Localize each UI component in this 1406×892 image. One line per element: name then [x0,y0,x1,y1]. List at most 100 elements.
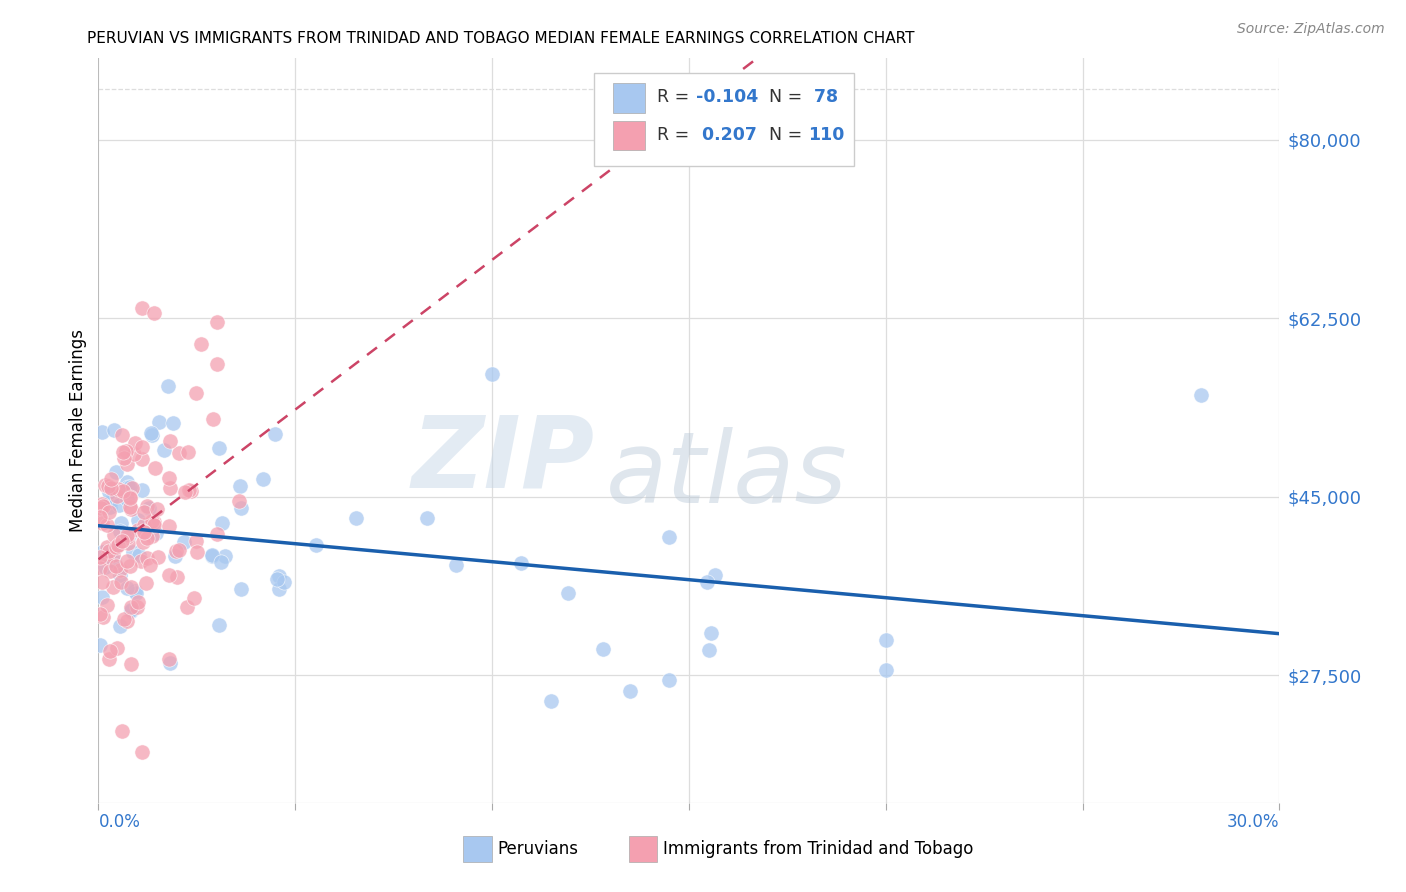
Point [132,505,155,519]
Point [135,531,157,545]
Point [120,604,142,618]
Point [91,497,114,511]
Point [103,553,125,567]
Point [148,416,170,430]
Point [252,472,274,486]
Point [98,485,121,500]
Point [131,440,153,454]
Text: N =: N = [769,126,808,144]
Point [124,584,146,599]
Point [209,555,232,569]
Point [112,450,135,465]
Point [112,612,135,626]
Text: 110: 110 [808,126,845,144]
Point [115,528,138,542]
FancyBboxPatch shape [595,73,855,166]
Point [509,556,531,570]
Point [105,465,128,479]
Point [108,567,131,582]
Point [139,558,162,573]
Point [157,471,180,485]
Point [122,447,145,461]
Point [103,548,125,562]
Point [127,523,149,537]
Point [104,559,127,574]
Point [115,475,138,490]
FancyBboxPatch shape [613,120,645,151]
Point [344,511,367,525]
Point [205,527,228,541]
Point [103,542,125,557]
Point [131,483,153,497]
Point [132,525,155,540]
Point [118,558,141,573]
Text: Peruvians: Peruvians [498,840,579,858]
Point [700,625,723,640]
Point [141,529,163,543]
Point [115,554,138,568]
Point [1189,387,1212,401]
Point [94,560,117,574]
Point [100,481,122,495]
Point [97,544,120,558]
Point [190,336,212,351]
Point [875,632,897,647]
Point [208,617,231,632]
Point [211,516,233,531]
Point [592,641,614,656]
Point [93,610,115,624]
Point [103,423,125,437]
Point [131,535,153,549]
Point [115,614,138,628]
Text: 78: 78 [808,88,838,106]
Point [141,428,163,442]
Point [121,502,143,516]
Point [228,494,250,508]
Point [658,673,681,688]
Point [157,651,180,665]
Text: PERUVIAN VS IMMIGRANTS FROM TRINIDAD AND TOBAGO MEDIAN FEMALE EARNINGS CORRELATI: PERUVIAN VS IMMIGRANTS FROM TRINIDAD AND… [87,31,915,46]
Point [658,530,681,544]
Point [120,600,142,615]
Point [131,524,153,538]
Point [305,538,328,552]
Point [111,427,134,442]
Point [267,569,290,583]
Point [208,442,231,456]
Point [120,603,142,617]
Point [183,591,205,605]
Point [122,545,145,559]
Point [105,489,128,503]
FancyBboxPatch shape [464,837,492,862]
Point [205,314,228,328]
Point [174,484,197,499]
Text: R =: R = [657,88,695,106]
Text: 0.207: 0.207 [696,126,756,144]
Point [98,506,121,520]
Point [98,644,121,658]
Point [167,446,190,460]
Point [94,551,117,566]
Point [159,481,181,495]
Point [93,500,115,514]
Point [177,483,200,497]
Point [110,524,132,538]
Point [107,538,129,552]
Point [90,425,112,440]
FancyBboxPatch shape [613,83,645,113]
Point [114,531,136,545]
Point [273,574,295,589]
Text: Immigrants from Trinidad and Tobago: Immigrants from Trinidad and Tobago [664,840,973,858]
Point [111,724,134,739]
Point [107,483,129,497]
Point [214,549,236,564]
Point [131,745,153,759]
Point [91,591,114,605]
Point [481,368,503,382]
Point [94,478,117,492]
Point [159,656,181,670]
Y-axis label: Median Female Earnings: Median Female Earnings [69,329,87,532]
Point [143,461,166,475]
Point [96,518,118,533]
Text: R =: R = [657,126,695,144]
